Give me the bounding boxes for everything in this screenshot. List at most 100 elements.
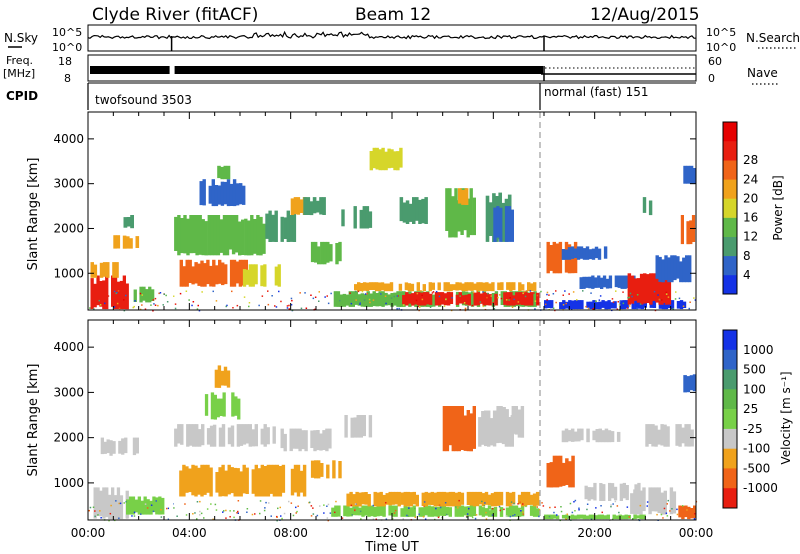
data-region-1-18	[633, 489, 637, 515]
data-region-0-22	[491, 282, 495, 292]
speckle-point	[513, 298, 515, 301]
data-region-0-15	[381, 147, 385, 171]
speckle-point	[327, 302, 330, 305]
data-region-1-3	[209, 425, 214, 447]
data-region-0-6	[218, 259, 222, 284]
data-region-1-16	[577, 428, 581, 442]
data-region-0-5	[247, 220, 251, 256]
speckle-point	[359, 302, 361, 304]
data-region-1-7	[322, 430, 326, 450]
speckle-point	[689, 301, 691, 303]
data-region-1-11	[460, 492, 465, 505]
speckle-point	[366, 292, 368, 295]
speckle-point	[196, 518, 198, 520]
data-region-0-3	[130, 215, 134, 229]
speckle-point	[628, 296, 630, 299]
speckle-point	[318, 291, 320, 293]
speckle-point	[197, 304, 199, 307]
data-region-0-17	[454, 188, 458, 238]
data-region-0-7	[229, 183, 234, 206]
speckle-point	[631, 295, 633, 298]
speckle-point	[390, 297, 393, 299]
speckle-point	[295, 512, 297, 514]
speckle-point	[562, 304, 565, 306]
speckle-point	[422, 516, 425, 518]
speckle-point	[481, 500, 483, 503]
data-region-1-10	[490, 507, 495, 517]
data-region-1-2	[106, 439, 110, 454]
data-region-1-7	[289, 428, 293, 452]
data-region-1-11	[442, 491, 447, 507]
speckle-point	[622, 291, 624, 293]
speckle-point	[167, 507, 170, 510]
data-region-1-11	[535, 491, 540, 506]
data-region-0-25	[640, 300, 644, 310]
speckle-point	[280, 515, 282, 517]
data-region-0-0	[113, 275, 118, 310]
data-region-1-22	[594, 515, 599, 520]
data-region-1-6	[226, 370, 231, 388]
data-region-1-4	[209, 467, 213, 497]
speckle-point	[595, 300, 597, 302]
data-region-1-8	[317, 460, 321, 479]
speckle-point	[118, 502, 120, 505]
data-region-0-7	[214, 185, 219, 207]
colorbar-cell	[723, 217, 737, 237]
data-region-1-14	[499, 406, 503, 436]
data-region-0-21	[405, 292, 409, 306]
speckle-point	[159, 292, 162, 294]
speckle-point	[595, 507, 597, 509]
speckle-point	[571, 511, 574, 514]
data-region-1-8	[314, 460, 318, 479]
data-region-0-21	[503, 292, 507, 305]
speckle-point	[491, 514, 494, 516]
data-region-1-11	[412, 491, 416, 505]
speckle-point	[676, 508, 678, 511]
speckle-point	[248, 302, 251, 304]
data-region-1-19	[666, 426, 670, 447]
data-region-1-10	[400, 508, 404, 517]
data-region-0-22	[479, 282, 483, 291]
speckle-point	[466, 516, 468, 518]
speckle-point	[394, 509, 397, 512]
speckle-point	[414, 516, 416, 518]
data-region-0-11	[296, 197, 301, 215]
data-region-0-7	[199, 181, 203, 206]
data-region-0-22	[464, 282, 468, 292]
data-region-0-15	[375, 147, 379, 170]
data-region-0-8	[223, 165, 228, 180]
speckle-point	[379, 296, 382, 299]
speckle-point	[125, 294, 127, 297]
data-region-1-13	[478, 417, 482, 447]
data-region-0-31	[648, 200, 653, 216]
speckle-point	[314, 296, 317, 298]
speckle-point	[552, 293, 555, 295]
data-region-0-0	[119, 280, 124, 310]
speckle-point	[639, 303, 642, 305]
data-region-0-25	[610, 302, 614, 309]
data-region-1-1	[155, 497, 159, 515]
data-region-1-1	[128, 496, 133, 515]
data-region-0-1	[102, 262, 107, 277]
data-region-1-12	[466, 410, 470, 452]
speckle-point	[369, 301, 371, 304]
data-region-0-9	[254, 264, 258, 285]
data-region-1-11	[523, 491, 528, 507]
data-region-1-2	[109, 440, 113, 456]
data-region-0-28	[655, 255, 659, 279]
data-region-1-11	[475, 491, 480, 507]
data-region-0-15	[399, 147, 403, 168]
data-region-1-22	[564, 514, 569, 520]
speckle-point	[263, 509, 266, 512]
data-region-1-10	[370, 505, 374, 517]
data-region-0-21	[458, 292, 462, 304]
data-region-1-10	[331, 507, 335, 517]
data-region-1-22	[621, 515, 625, 520]
speckle-point	[585, 305, 587, 308]
data-region-0-15	[369, 151, 373, 171]
speckle-point	[665, 512, 668, 514]
speckle-point	[110, 504, 112, 507]
data-region-0-22	[365, 282, 370, 291]
speckle-point	[323, 512, 325, 514]
nave-label: Nave	[747, 66, 778, 80]
